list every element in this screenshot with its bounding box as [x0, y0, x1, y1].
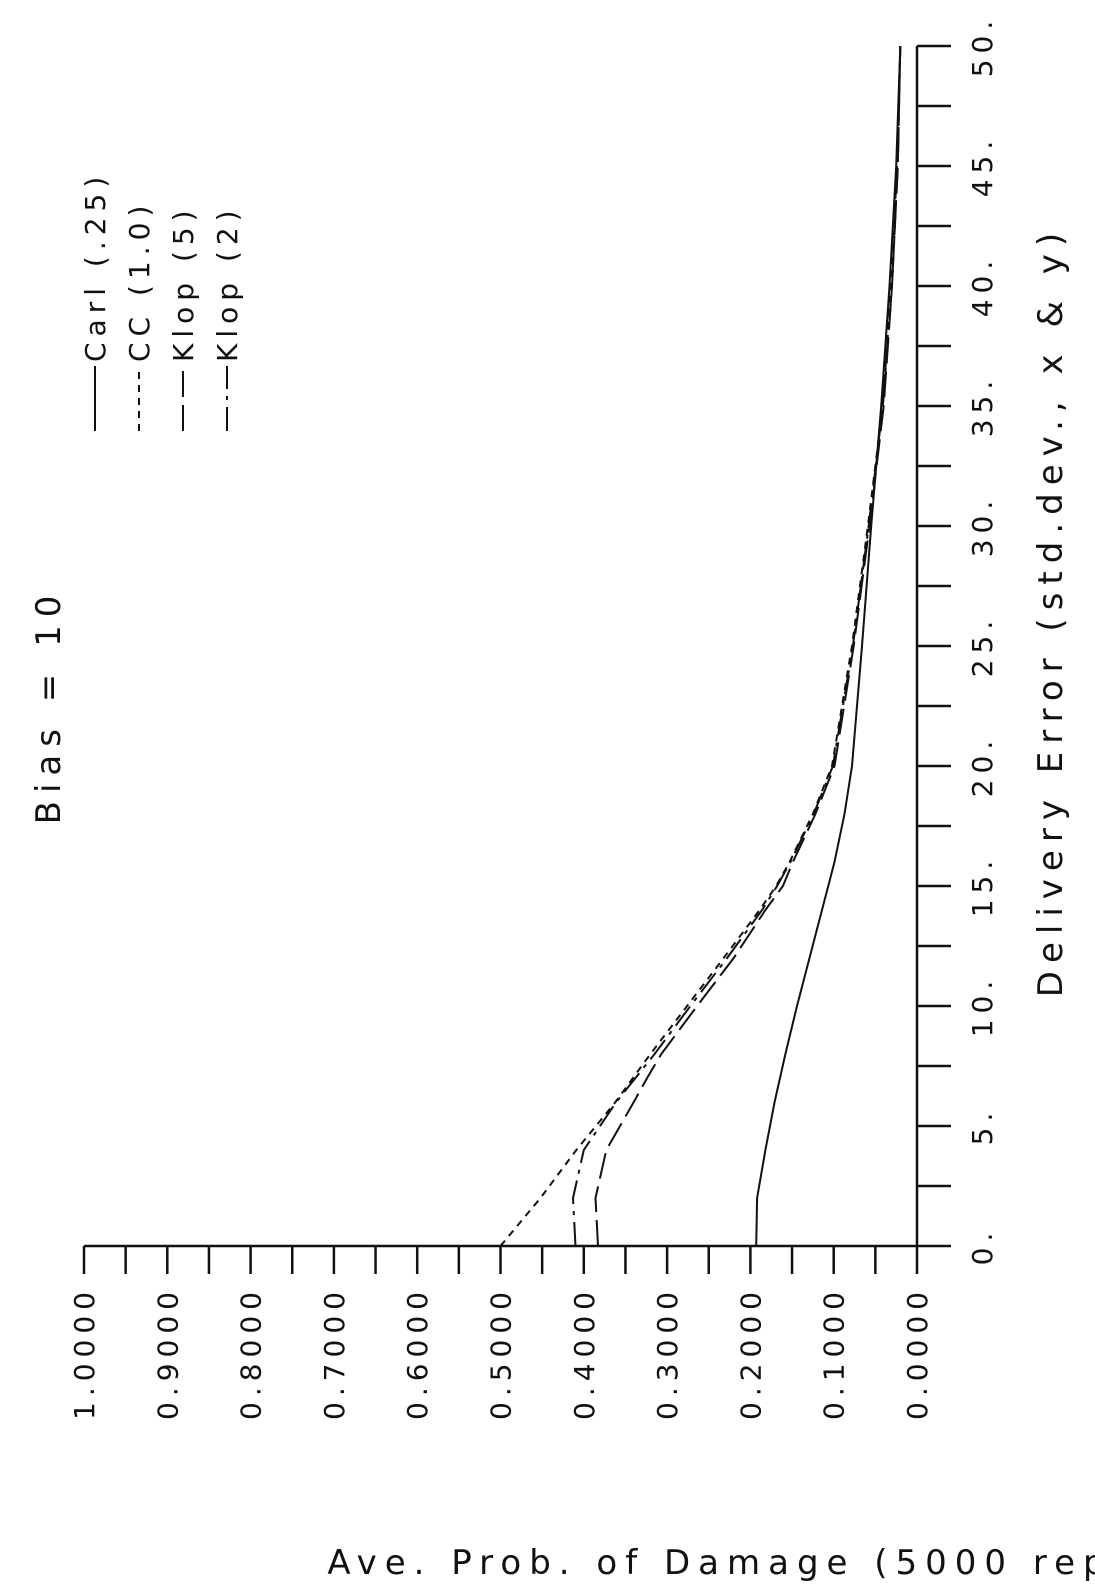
y-tick-label: 0.5000	[485, 1286, 518, 1420]
series-group	[499, 45, 902, 1247]
y-axis-title: Ave. Prob. of Damage (5000 rep.)	[327, 1543, 1095, 1583]
series-line-3	[594, 45, 902, 1247]
y-tick-label: 0.0000	[901, 1286, 934, 1420]
legend-label-1: Carl (.25)	[79, 171, 112, 362]
y-tick-label: 0.6000	[401, 1286, 434, 1420]
x-tick-label: 50.	[966, 15, 999, 78]
x-tick-label: 0.	[966, 1227, 999, 1266]
legend-label-4: Klop (2)	[211, 204, 244, 362]
chart-title: Bias = 10	[29, 588, 69, 825]
y-tick-label: 0.2000	[734, 1286, 767, 1420]
x-tick-label: 10.	[966, 975, 999, 1038]
y-tick-label: 0.9000	[151, 1286, 184, 1420]
y-tick-label: 1.0000	[68, 1286, 101, 1420]
x-tick-label: 15.	[966, 855, 999, 918]
y-tick-label: 0.7000	[318, 1286, 351, 1420]
x-tick-label: 5.	[966, 1107, 999, 1146]
x-tick-label: 25.	[966, 615, 999, 678]
series-line-4	[571, 45, 902, 1247]
axes: 0.0000 0.1000 0.2000 0.3000 0.4000 0.5000 0.60…	[68, 15, 999, 1420]
legend-label-3: Klop (5)	[167, 204, 200, 362]
x-tick-label: 20.	[966, 735, 999, 798]
series-line-1	[755, 45, 902, 1247]
legend-label-2: CC (1.0)	[123, 200, 156, 362]
y-tick-label: 0.1000	[818, 1286, 851, 1420]
y-tick-label: 0.3000	[651, 1286, 684, 1420]
x-tick-label: 35.	[966, 375, 999, 438]
y-tick-label: 0.4000	[568, 1286, 601, 1420]
rotated-plot-group: 0.0000 0.1000 0.2000 0.3000 0.4000 0.5000 0.60…	[29, 15, 1095, 1583]
x-axis-title: Delivery Error (std.dev., x & y)	[1031, 225, 1071, 997]
x-tick-label: 30.	[966, 495, 999, 558]
x-tick-label: 45.	[966, 135, 999, 198]
y-tick-label: 0.8000	[235, 1286, 268, 1420]
series-line-2	[499, 45, 902, 1247]
legend: Carl (.25) CC (1.0) Klop (5) Klop (2)	[79, 171, 244, 431]
x-tick-label: 40.	[966, 255, 999, 318]
